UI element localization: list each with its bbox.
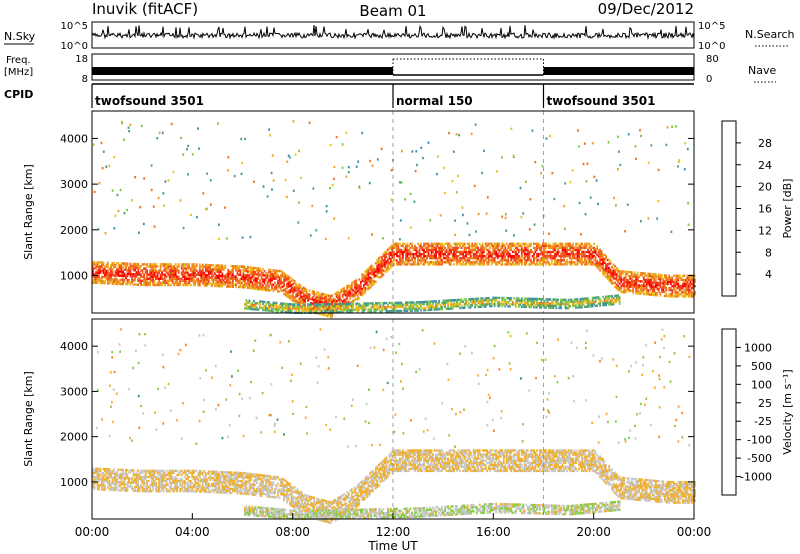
cpid-label-0: twofsound 3501	[95, 94, 204, 108]
beam-title: Beam 01	[359, 2, 426, 20]
pow-ytick-3: 4000	[60, 132, 88, 145]
vel-cbar-label: Velocity [m s⁻¹]	[781, 369, 794, 454]
vel-cbar-tick-7: -1000	[740, 471, 772, 484]
freq-label: Freq.	[6, 55, 31, 66]
nsearch-label: N.Search	[745, 28, 795, 41]
vel-ytick-2: 3000	[60, 385, 88, 398]
power-cbar-tick-1: 24	[758, 159, 772, 172]
xtick-2: 08:00	[275, 525, 310, 539]
cpid-label-2: twofsound 3501	[547, 94, 656, 108]
freq-trace	[92, 58, 694, 76]
power-axes: 1000 2000 3000 4000 Slant Range [km]	[22, 111, 694, 313]
nsearch-tick-bottom: 10^0	[698, 41, 725, 52]
vel-cbar-tick-5: -100	[747, 434, 772, 447]
xtick-0: 00:00	[75, 525, 110, 539]
velocity-colorbar: 1000 500 100 25 -25 -100 -500 -1000 Velocity [m …	[721, 328, 794, 496]
freq-tick-top: 18	[75, 54, 88, 65]
vel-cbar-tick-2: 100	[751, 378, 772, 391]
power-cbar-tick-4: 12	[758, 224, 772, 237]
nsky-tick-top: 10^5	[61, 21, 88, 32]
cpid-row: twofsound 3501 normal 150 twofsound 3501	[91, 83, 694, 108]
power-cbar-tick-2: 20	[758, 181, 772, 194]
xtick-5: 20:00	[576, 525, 611, 539]
pow-ytick-0: 1000	[60, 270, 88, 283]
vel-ytick-0: 1000	[60, 476, 88, 489]
xtick-4: 16:00	[476, 525, 511, 539]
vel-ytick-3: 4000	[60, 340, 88, 353]
freq-band-0	[92, 67, 393, 75]
pow-ytick-2: 3000	[60, 178, 88, 191]
vel-cbar-tick-0: 1000	[744, 341, 772, 354]
nave-tick-bottom: 0	[706, 74, 712, 85]
freq-unit: [MHz]	[4, 67, 33, 78]
nsearch-tick-top: 10^5	[698, 21, 725, 32]
xtick-6: 00:00	[677, 525, 712, 539]
pow-ylabel: Slant Range [km]	[22, 164, 35, 260]
power-cbar-tick-0: 28	[758, 137, 772, 150]
cpid-label: CPID	[4, 88, 33, 101]
power-colorbar: 28 24 20 16 12 8 4 Power [dB]	[721, 120, 794, 297]
vel-cbar-tick-3: 25	[758, 397, 772, 410]
power-cbar-label: Power [dB]	[781, 179, 794, 239]
vel-cbar-tick-6: -500	[747, 452, 772, 465]
date-title: 09/Dec/2012	[598, 0, 694, 18]
power-cbar-tick-5: 8	[765, 246, 772, 259]
power-cbar-tick-3: 16	[758, 203, 772, 216]
vel-cbar-tick-4: -25	[754, 415, 772, 428]
vel-cbar-tick-1: 500	[751, 360, 772, 373]
nave-label: Nave	[748, 64, 776, 77]
vel-ylabel: Slant Range [km]	[22, 371, 35, 467]
nsky-tick-bottom: 10^0	[61, 41, 88, 52]
x-axis: 00:00 04:00 08:00 12:00 16:00 20:00 00:00	[75, 513, 712, 539]
x-axis-label: Time UT	[367, 539, 418, 553]
power-echoes	[92, 120, 696, 318]
freq-tick-bottom: 8	[82, 74, 88, 85]
cpid-label-1: normal 150	[396, 94, 473, 108]
nsky-trace	[91, 24, 695, 40]
velocity-echoes	[92, 328, 696, 524]
nave-tick-top: 80	[706, 54, 719, 65]
vel-ytick-1: 2000	[60, 431, 88, 444]
nsky-label: N.Sky	[4, 30, 36, 43]
station-title: Inuvik (fitACF)	[92, 0, 198, 18]
power-cbar-tick-6: 4	[765, 268, 772, 281]
nsky-line	[91, 24, 695, 40]
freq-band-2	[543, 67, 694, 75]
pow-ytick-1: 2000	[60, 224, 88, 237]
velocity-axes: 1000 2000 3000 4000 Slant Range [km]	[22, 319, 694, 519]
xtick-1: 04:00	[175, 525, 210, 539]
xtick-3: 12:00	[376, 525, 411, 539]
